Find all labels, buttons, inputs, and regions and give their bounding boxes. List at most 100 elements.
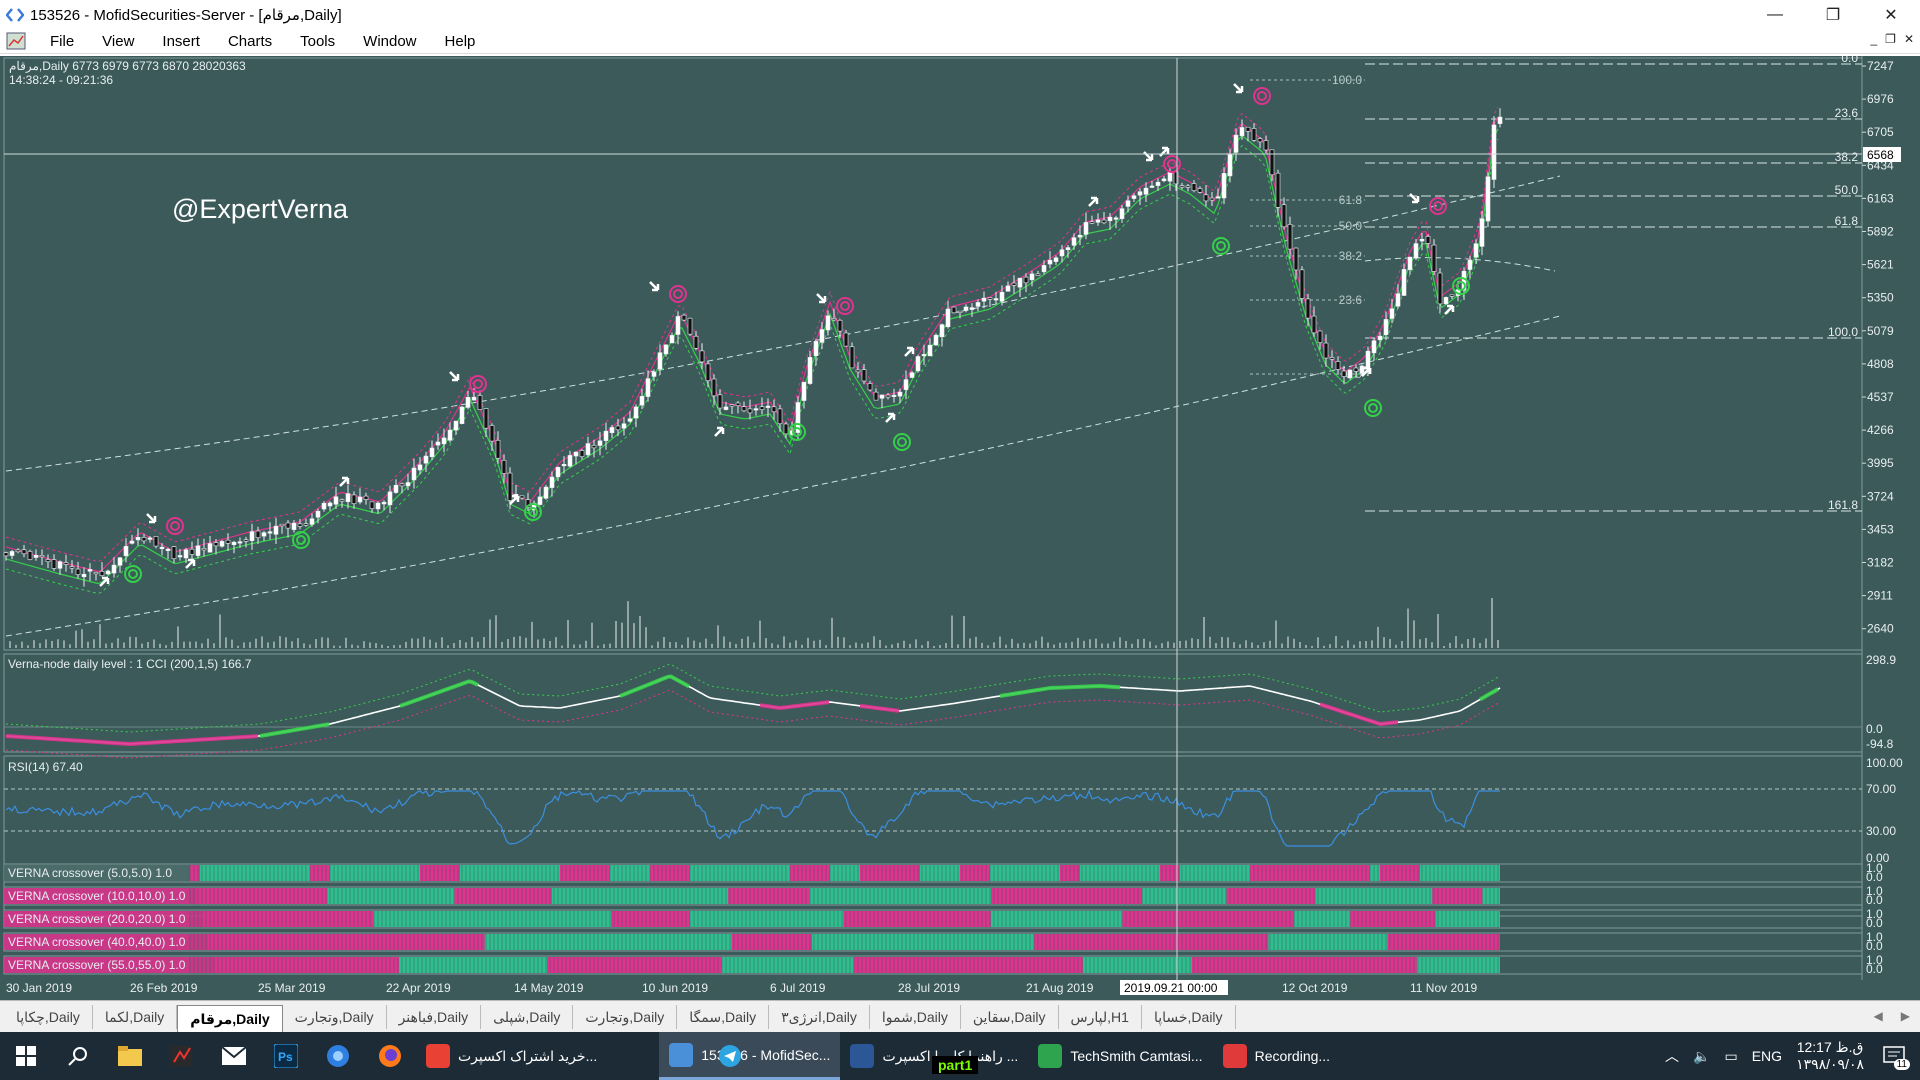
clock[interactable]: 12:17 ق.ظ ۱۳۹۸/۰۹/۰۸: [1796, 1039, 1864, 1073]
menu-window[interactable]: Window: [363, 32, 417, 50]
search-icon[interactable]: [52, 1032, 104, 1080]
candle-body: [753, 408, 759, 411]
tab-scroll-right-icon[interactable]: ▶: [1900, 1009, 1910, 1023]
mdi-close-icon[interactable]: ✕: [1903, 32, 1914, 46]
chart-window[interactable]: 0.0 23.6 38.2 50.0 61.8 100.0 161.8 100.0 61.8 50…: [0, 51, 1920, 1000]
taskbar-app-label: TechSmith Camtasi...: [1070, 1048, 1203, 1064]
tab-scroll-left-icon[interactable]: ◀: [1873, 1009, 1883, 1023]
price-axis-label: 5350: [1867, 291, 1894, 305]
tab-chart-2[interactable]: مرقام,Daily: [177, 1005, 283, 1032]
price-axis-label: 4266: [1867, 423, 1894, 437]
chart-window-icon[interactable]: [6, 32, 26, 50]
crossover-segment: [310, 865, 330, 881]
candle-body: [1311, 315, 1317, 334]
tab-chart-8[interactable]: انرژی۳,Daily: [769, 1005, 870, 1029]
mdi-restore-icon[interactable]: ❐: [1885, 32, 1896, 46]
menu-help[interactable]: Help: [444, 32, 476, 50]
price-axis-label: 7247: [1867, 59, 1894, 73]
tab-chart-12[interactable]: خساپا,Daily: [1142, 1005, 1236, 1029]
tab-chart-3[interactable]: وتجارت,Daily: [283, 1005, 387, 1029]
candle-body: [933, 334, 939, 346]
mdi-minimize-icon[interactable]: _: [1870, 32, 1878, 46]
menu-view[interactable]: View: [102, 32, 135, 50]
photoshop-icon[interactable]: Ps: [260, 1032, 312, 1080]
tab-chart-11[interactable]: لپارس,H1: [1059, 1005, 1142, 1029]
taskbar-app-0[interactable]: خرید اشتراک اکسپرت...: [416, 1032, 607, 1080]
candle-body: [777, 408, 783, 425]
mail-icon[interactable]: [208, 1032, 260, 1080]
taskbar-app-4[interactable]: Recording...: [1213, 1032, 1340, 1080]
candle-body: [171, 546, 177, 559]
crossover-segment: [454, 888, 552, 904]
cci-axis-zero: 0.0: [1866, 722, 1883, 736]
menu-tools[interactable]: Tools: [300, 32, 336, 50]
candle-body: [33, 554, 39, 558]
buy-signal-icon: [124, 565, 142, 583]
candle-body: [375, 502, 381, 510]
date-axis-label: 22 Apr 2019: [386, 981, 451, 995]
close-button[interactable]: ✕: [1884, 6, 1898, 24]
battery-icon[interactable]: ▭: [1724, 1047, 1738, 1064]
candle-body: [885, 394, 891, 398]
crossover-segment: [190, 865, 200, 881]
candle-body: [1233, 134, 1239, 153]
candle-body: [1341, 370, 1347, 377]
tab-chart-1[interactable]: لکما,Daily: [93, 1005, 178, 1029]
volume-icon[interactable]: 🔈: [1693, 1047, 1711, 1064]
menu-file[interactable]: File: [50, 32, 75, 50]
candle-body: [159, 546, 165, 550]
candle-body: [1095, 219, 1101, 223]
start-icon[interactable]: [0, 1032, 52, 1080]
candle-body: [1239, 127, 1245, 136]
app-red-icon[interactable]: [156, 1032, 208, 1080]
tab-chart-5[interactable]: شپلی,Daily: [481, 1005, 574, 1029]
candle-body: [345, 493, 351, 503]
candle-body: [705, 363, 711, 381]
tray-chevron-icon[interactable]: ︿: [1665, 1048, 1680, 1064]
chart-canvas[interactable]: 0.0 23.6 38.2 50.0 61.8 100.0 161.8 100.0 61.8 50…: [0, 51, 1920, 1000]
candle-body: [597, 440, 603, 446]
crossover-segment: [551, 888, 729, 904]
tab-chart-9[interactable]: شموا,Daily: [870, 1005, 961, 1029]
firefox-icon[interactable]: [364, 1032, 416, 1080]
browser-blue-icon[interactable]: [312, 1032, 364, 1080]
taskbar-app-3[interactable]: TechSmith Camtasi...: [1028, 1032, 1212, 1080]
tab-chart-6[interactable]: وتجارت,Daily: [573, 1005, 678, 1029]
current-price-label: 6568: [1867, 148, 1894, 162]
crossover-segment: [809, 888, 992, 904]
buy-signal-inner: [1216, 241, 1226, 251]
candle-body: [603, 430, 609, 441]
menu-charts[interactable]: Charts: [227, 32, 273, 50]
menu-insert[interactable]: Insert: [162, 32, 200, 50]
tab-chart-4[interactable]: فباهنر,Daily: [387, 1005, 482, 1029]
sell-signal-inner: [673, 289, 683, 299]
restore-button[interactable]: ❐: [1825, 6, 1841, 24]
taskbar-app-icon: [669, 1042, 694, 1067]
taskbar-app-1[interactable]: 153526 - MofidSec...: [659, 1032, 841, 1080]
tab-chart-7[interactable]: سمگا,Daily: [677, 1005, 770, 1029]
tab-chart-0[interactable]: چکاپا,Daily: [4, 1005, 93, 1029]
sell-signal-icon: [1163, 155, 1181, 173]
buy-signal-inner: [528, 507, 538, 517]
candle-body: [117, 557, 123, 566]
price-axis-label: 5892: [1867, 225, 1894, 239]
candle-body: [339, 499, 345, 502]
candle-body: [1149, 185, 1155, 188]
crossover-axis-bottom: 0.0: [1866, 893, 1883, 907]
minimize-button[interactable]: —: [1767, 5, 1783, 23]
crossover-lead: [4, 888, 196, 904]
candle-body: [879, 394, 885, 399]
cci-label: Verna-node daily level : 1 CCI (200,1,5)…: [8, 657, 252, 671]
candle-body: [1401, 269, 1407, 296]
file-explorer-icon[interactable]: [104, 1032, 156, 1080]
candle-body: [135, 537, 141, 541]
arrow-up-icon: [509, 494, 520, 505]
candle-body: [1347, 369, 1353, 379]
language-indicator[interactable]: ENG: [1751, 1048, 1783, 1064]
price-axis-label: 6705: [1867, 125, 1894, 139]
notification-icon[interactable]: 11: [1878, 1040, 1910, 1072]
tab-chart-10[interactable]: سقاین,Daily: [961, 1005, 1059, 1029]
buy-signal-icon: [292, 531, 310, 549]
telegram-icon[interactable]: [704, 1032, 756, 1080]
candle-body: [921, 354, 927, 357]
